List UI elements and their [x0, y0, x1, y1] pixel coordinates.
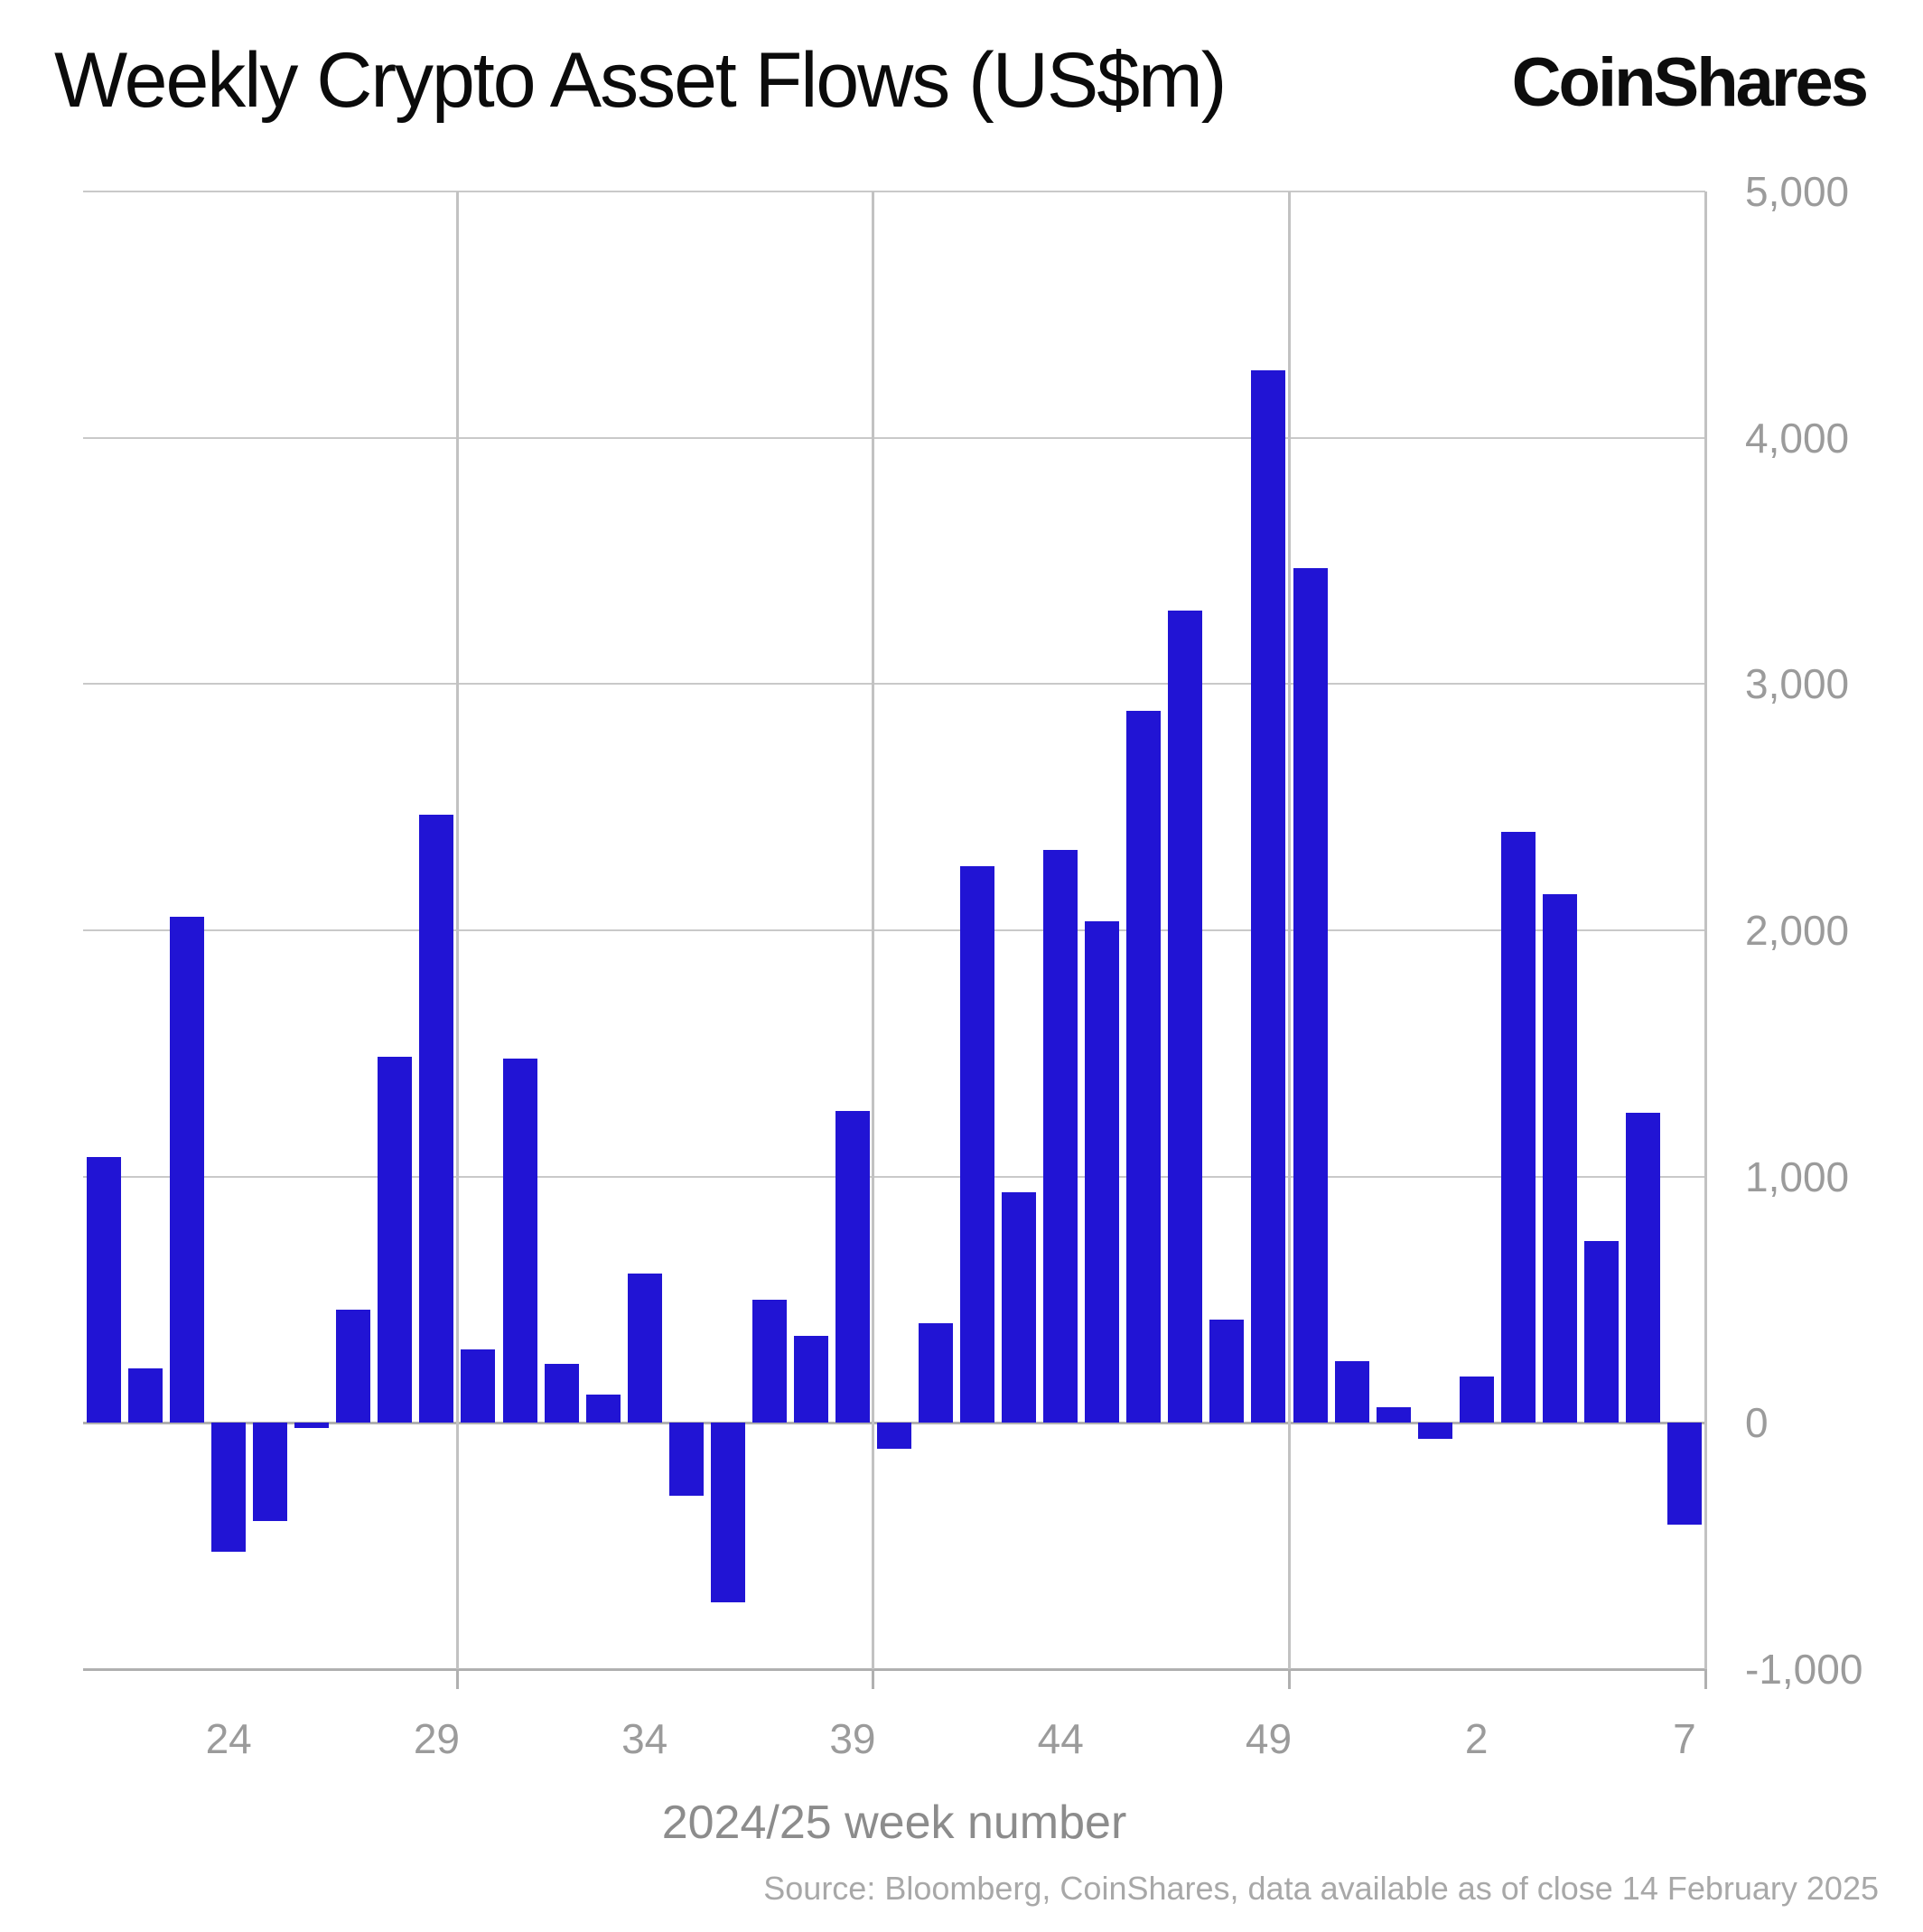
- bar-week-47: [1168, 610, 1203, 1423]
- bar-week-28: [378, 1057, 413, 1423]
- gridline-y-4000: [83, 436, 1705, 439]
- bar-week-25: [253, 1423, 288, 1522]
- gridline-y-3000: [83, 683, 1705, 686]
- gridline-x: [1704, 191, 1707, 1669]
- bar-week-21: [87, 1156, 122, 1423]
- bar-week-37: [751, 1300, 787, 1423]
- bar-week-23: [170, 917, 205, 1423]
- x-tick-label-34: 34: [621, 1715, 668, 1762]
- y-tick-label: 2,000: [1745, 907, 1850, 954]
- bar-week-2: [1459, 1376, 1494, 1423]
- bar-week-52: [1376, 1406, 1411, 1423]
- bar-week-5: [1583, 1240, 1619, 1423]
- y-tick-label: 0: [1745, 1399, 1769, 1447]
- gridline-x: [455, 191, 459, 1669]
- bar-week-22: [128, 1368, 163, 1423]
- x-tick-label-7: 7: [1673, 1715, 1696, 1762]
- bar-week-41: [919, 1322, 954, 1423]
- gridline-y--1000: [83, 1668, 1705, 1671]
- bar-week-32: [544, 1363, 579, 1423]
- bar-week-35: [668, 1423, 704, 1496]
- y-tick-label: 3,000: [1745, 660, 1850, 708]
- x-tick-label-24: 24: [205, 1715, 252, 1762]
- x-tick-label-44: 44: [1037, 1715, 1084, 1762]
- bar-week-50: [1293, 568, 1328, 1423]
- bar-week-46: [1126, 711, 1162, 1423]
- gridline-x: [1287, 191, 1291, 1669]
- bar-week-27: [336, 1309, 371, 1423]
- bar-week-40: [877, 1423, 911, 1449]
- bar-week-24: [211, 1423, 247, 1553]
- x-axis-title: 2024/25 week number: [661, 1797, 1127, 1849]
- y-tick-label: 5,000: [1745, 168, 1850, 215]
- y-tick-label: -1,000: [1745, 1646, 1863, 1693]
- bar-week-34: [627, 1274, 662, 1423]
- source-note: Source: Bloomberg, CoinShares, data avai…: [763, 1870, 1879, 1907]
- bar-week-33: [585, 1394, 621, 1423]
- y-tick-label: 1,000: [1745, 1153, 1850, 1200]
- coinshares-logo: CoinShares: [1511, 44, 1869, 121]
- bar-week-4: [1542, 894, 1577, 1423]
- x-axis-tick: [1287, 1669, 1291, 1689]
- bar-week-45: [1085, 921, 1120, 1423]
- bar-week-38: [793, 1335, 828, 1423]
- bar-week-48: [1209, 1319, 1245, 1423]
- bar-week-6: [1625, 1112, 1660, 1423]
- bar-week-31: [502, 1058, 537, 1423]
- bar-week-7: [1666, 1423, 1702, 1526]
- gridline-y-2000: [83, 929, 1705, 931]
- plot-area: [83, 191, 1707, 1671]
- bar-week-43: [1002, 1192, 1037, 1423]
- bar-week-51: [1334, 1361, 1369, 1423]
- bar-week-36: [710, 1423, 745, 1603]
- gridline-x: [872, 191, 875, 1669]
- x-tick-label-29: 29: [413, 1715, 461, 1762]
- x-tick-label-2: 2: [1464, 1715, 1489, 1762]
- bar-week-26: [294, 1423, 330, 1428]
- x-tick-label-39: 39: [829, 1715, 876, 1762]
- bar-week-44: [1043, 850, 1078, 1423]
- bar-week-1: [1417, 1423, 1452, 1440]
- x-tick-label-49: 49: [1245, 1715, 1293, 1762]
- page-title: Weekly Crypto Asset Flows (US$m): [54, 37, 1227, 124]
- bar-week-29: [419, 814, 454, 1423]
- bar-week-3: [1500, 831, 1536, 1423]
- x-axis-tick: [455, 1669, 459, 1689]
- gridline-y-5000: [83, 191, 1705, 192]
- bar-week-30: [461, 1349, 496, 1423]
- y-tick-label: 4,000: [1745, 414, 1850, 462]
- bar-week-49: [1251, 369, 1286, 1423]
- bar-week-42: [960, 866, 995, 1423]
- bar-week-39: [835, 1111, 870, 1423]
- x-axis-tick: [872, 1669, 875, 1689]
- x-axis-tick: [1704, 1669, 1707, 1689]
- gridline-y-1000: [83, 1175, 1705, 1178]
